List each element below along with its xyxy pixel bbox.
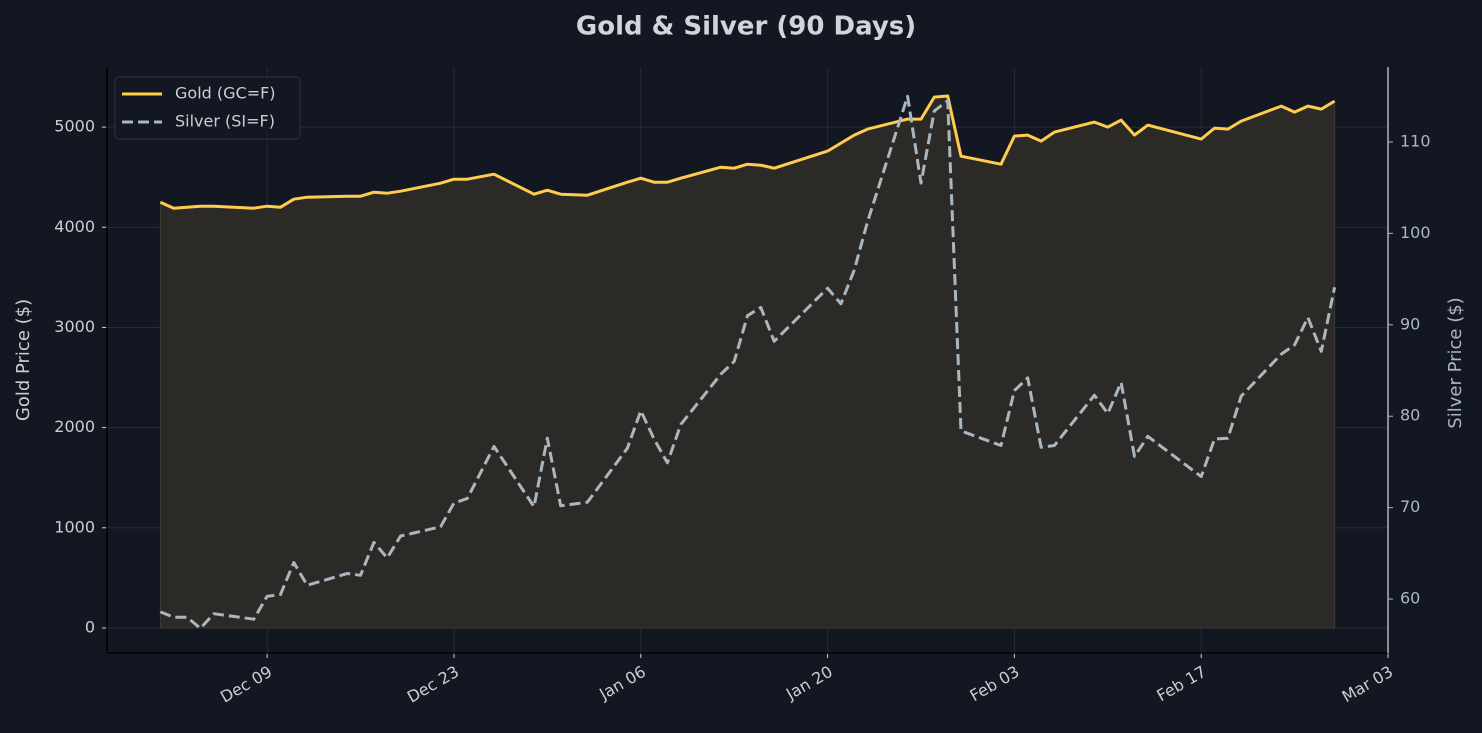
chart-title: Gold & Silver (90 Days)	[576, 12, 916, 42]
legend-label: Gold (GC=F)	[175, 84, 276, 103]
y2-tick-label: 70	[1400, 497, 1420, 516]
y2-tick-label: 80	[1400, 406, 1420, 425]
line	[159, 94, 1336, 210]
y2-tick-label: 100	[1400, 223, 1431, 242]
y-tick-label: 2000	[54, 417, 95, 436]
legend-label: Silver (SI=F)	[175, 112, 275, 131]
y-tick-label: 4000	[54, 217, 95, 236]
y-tick-label: 0	[85, 617, 95, 636]
line	[159, 94, 1337, 630]
y-tick-label: 3000	[54, 317, 95, 336]
y-tick-label: 1000	[54, 517, 95, 536]
y2-tick-label: 60	[1400, 589, 1420, 608]
y2-tick-label: 110	[1400, 131, 1431, 150]
y2-axis-label: Silver Price ($)	[1445, 297, 1466, 428]
y2-tick-label: 90	[1400, 314, 1420, 333]
y-tick-label: 5000	[54, 117, 95, 136]
y-axis-label: Gold Price ($)	[13, 299, 34, 421]
